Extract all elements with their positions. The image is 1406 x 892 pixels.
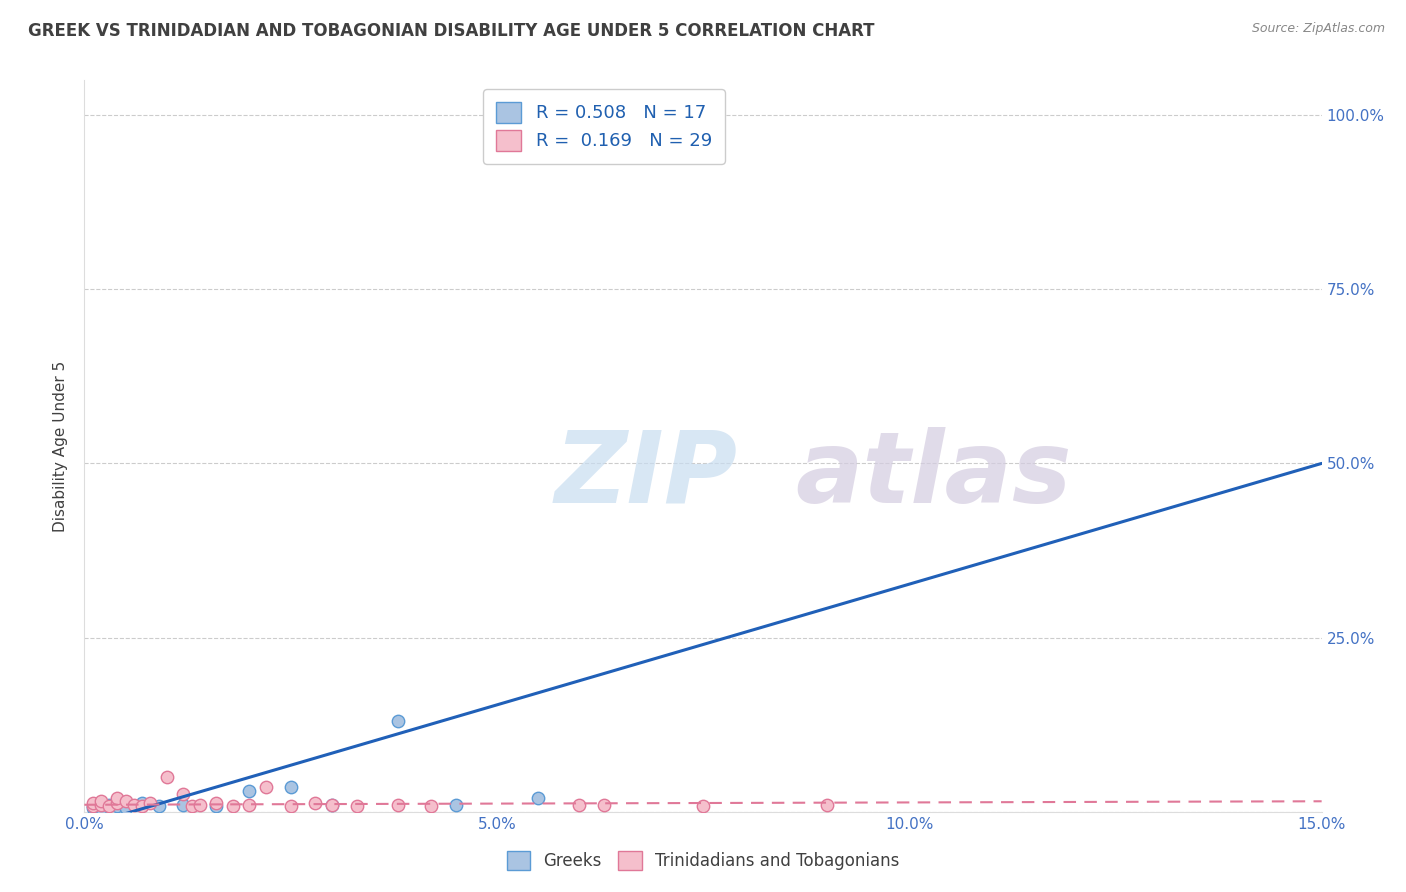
Point (82, 799, 104, 814)
Point (139, 797, 162, 811)
Point (675, 108, 697, 122)
Point (238, 797, 260, 812)
Legend: Greeks, Trinidadians and Tobagonians: Greeks, Trinidadians and Tobagonians (501, 844, 905, 877)
Point (205, 797, 228, 811)
Point (105, 799, 128, 814)
Point (815, 797, 838, 812)
Point (304, 797, 326, 811)
Point (82, 801, 104, 815)
Point (90, 794, 112, 808)
Point (280, 799, 302, 814)
Point (238, 784, 260, 798)
Point (527, 790, 550, 805)
Point (114, 800, 136, 814)
Point (172, 787, 194, 801)
Point (98, 797, 121, 812)
Point (346, 799, 368, 814)
Text: ZIP: ZIP (554, 426, 738, 524)
Point (105, 797, 128, 811)
Text: Source: ZipAtlas.com: Source: ZipAtlas.com (1251, 22, 1385, 36)
Point (148, 799, 170, 814)
Point (593, 797, 616, 812)
Text: GREEK VS TRINIDADIAN AND TOBAGONIAN DISABILITY AGE UNDER 5 CORRELATION CHART: GREEK VS TRINIDADIAN AND TOBAGONIAN DISA… (28, 22, 875, 40)
Point (387, 797, 409, 812)
Point (90, 797, 112, 812)
Point (568, 797, 591, 812)
Text: atlas: atlas (796, 426, 1073, 524)
Point (254, 780, 277, 795)
Y-axis label: Disability Age Under 5: Disability Age Under 5 (53, 360, 69, 532)
Point (90, 800, 112, 814)
Point (387, 714, 409, 728)
Point (131, 799, 153, 814)
Point (419, 799, 441, 814)
Point (122, 797, 145, 812)
Point (172, 797, 194, 812)
Point (321, 797, 343, 812)
Point (205, 799, 228, 814)
Point (222, 799, 245, 814)
Point (321, 797, 343, 812)
Point (156, 770, 179, 784)
Point (114, 794, 136, 808)
Point (280, 780, 302, 795)
Point (82, 799, 104, 814)
Point (131, 797, 153, 811)
Point (82, 797, 104, 811)
Point (180, 799, 202, 814)
Point (188, 797, 211, 812)
Point (444, 797, 467, 812)
Point (105, 790, 128, 805)
Point (692, 799, 714, 814)
Point (98, 799, 121, 814)
